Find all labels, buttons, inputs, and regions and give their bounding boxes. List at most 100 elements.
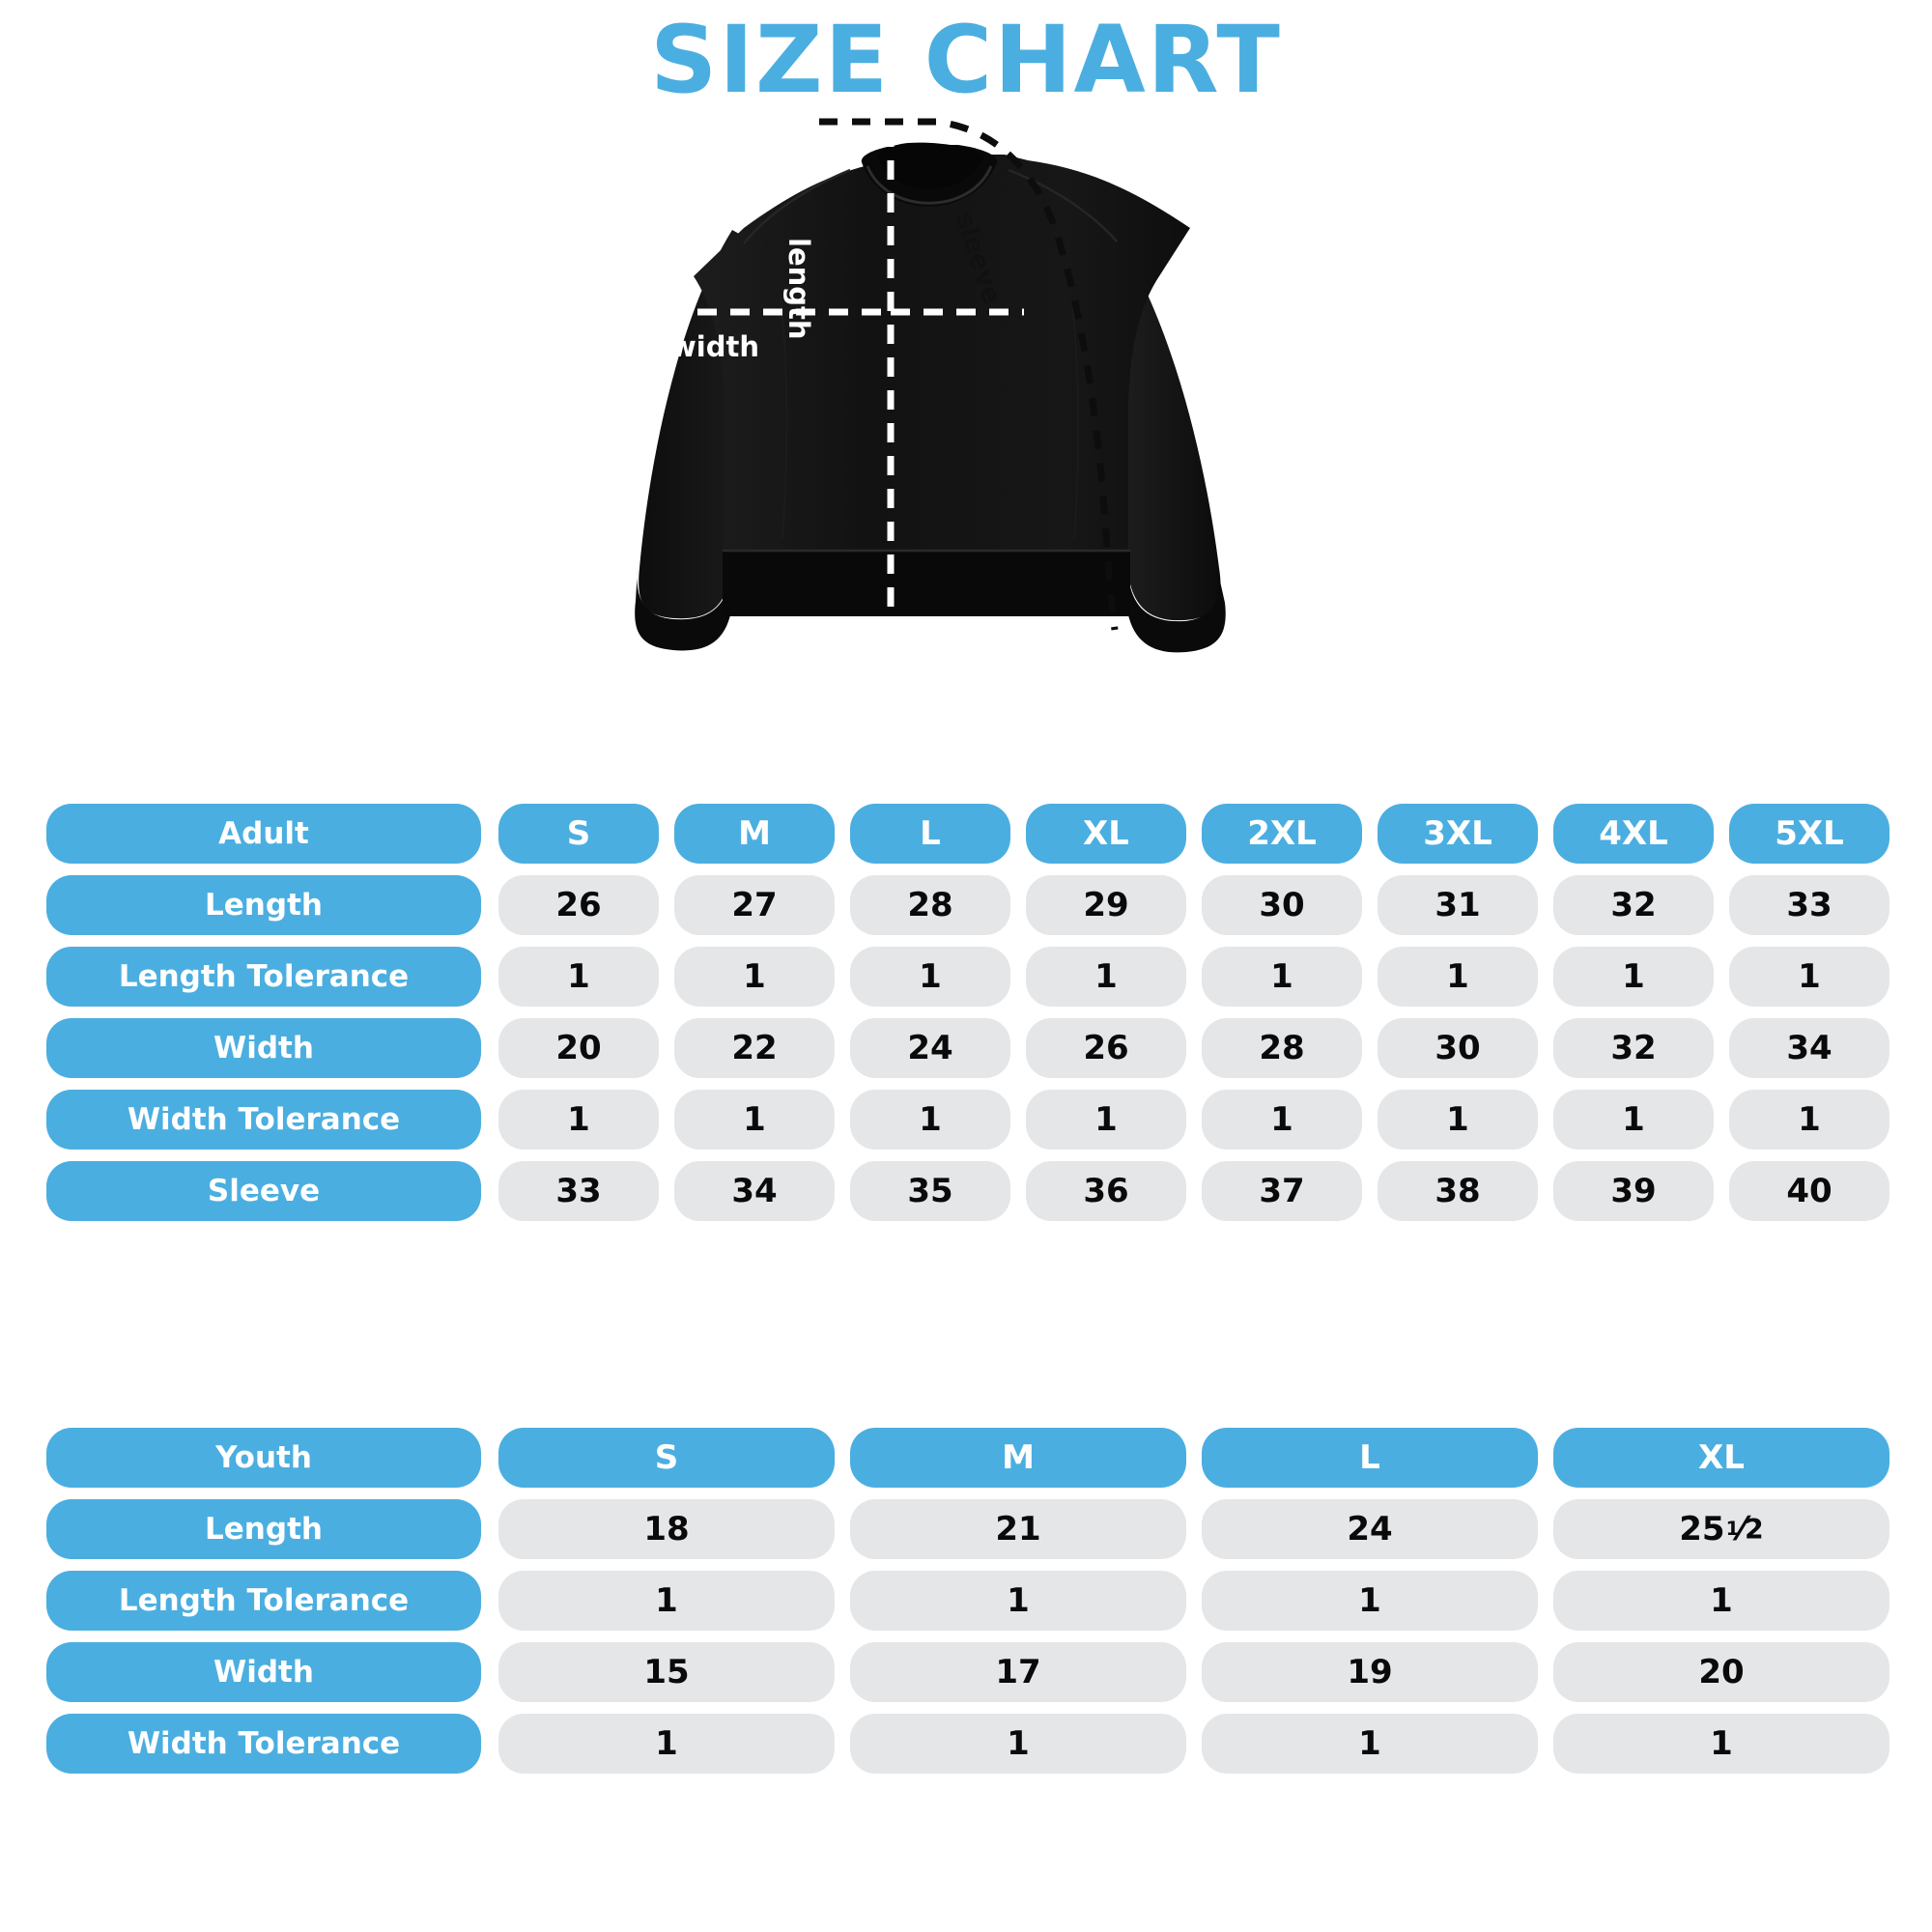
data-cell: 1 <box>674 1090 835 1150</box>
data-cell: 34 <box>1729 1018 1889 1078</box>
data-cell: 28 <box>1202 1018 1362 1078</box>
data-cell: 1 <box>1553 1090 1714 1150</box>
data-cell: 31 <box>1378 875 1538 935</box>
data-cell: 32 <box>1553 875 1714 935</box>
row-label-width: Width <box>46 1642 481 1702</box>
data-cell: 1 <box>850 1714 1186 1774</box>
table-row: Sleeve 33 34 35 36 37 38 39 40 <box>46 1161 1889 1221</box>
row-label-width: Width <box>46 1018 481 1078</box>
fold-1 <box>780 297 788 540</box>
hem-band <box>723 551 1130 616</box>
data-cell: 18 <box>498 1499 835 1559</box>
size-header-5xl: 5XL <box>1729 804 1889 864</box>
data-cell: 21 <box>850 1499 1186 1559</box>
data-cell: 26 <box>498 875 659 935</box>
data-cell: 39 <box>1553 1161 1714 1221</box>
row-label-sleeve: Sleeve <box>46 1161 481 1221</box>
data-cell: 24 <box>850 1018 1010 1078</box>
left-shoulder-seam <box>743 168 851 244</box>
garment-illustration: width length sleeve <box>618 114 1314 790</box>
right-cuff <box>1126 568 1226 653</box>
data-cell: 1 <box>1729 1090 1889 1150</box>
row-label-length: Length <box>46 875 481 935</box>
row-data-cells: 18 21 24 25 1 ⁄ 2 <box>498 1499 1889 1559</box>
data-cell: 15 <box>498 1642 835 1702</box>
sweatshirt-svg <box>632 118 1226 653</box>
row-data-cells: 15 17 19 20 <box>498 1642 1889 1702</box>
data-cell: 1 <box>850 947 1010 1007</box>
data-cell: 22 <box>674 1018 835 1078</box>
data-cell: 19 <box>1202 1642 1538 1702</box>
data-cell: 20 <box>1553 1642 1889 1702</box>
data-cell: 40 <box>1729 1161 1889 1221</box>
data-cell: 33 <box>1729 875 1889 935</box>
table-row: Width Tolerance 1 1 1 1 <box>46 1714 1889 1774</box>
page-title: SIZE CHART <box>650 6 1282 114</box>
row-label-length: Length <box>46 1499 481 1559</box>
size-header-m: M <box>674 804 835 864</box>
data-cell: 36 <box>1026 1161 1186 1221</box>
fold-2 <box>1071 306 1080 540</box>
data-cell: 27 <box>674 875 835 935</box>
table-row: Width Tolerance 1 1 1 1 1 1 1 1 <box>46 1090 1889 1150</box>
row-label-length-tolerance: Length Tolerance <box>46 947 481 1007</box>
length-measurement-label: length <box>782 238 815 340</box>
size-header-cells: S M L XL <box>498 1428 1889 1488</box>
data-cell: 1 <box>1202 1714 1538 1774</box>
row-label-length-tolerance: Length Tolerance <box>46 1571 481 1631</box>
data-cell: 24 <box>1202 1499 1538 1559</box>
row-label-width-tolerance: Width Tolerance <box>46 1714 481 1774</box>
collar-seam <box>866 165 993 205</box>
size-header-cells: S M L XL 2XL 3XL 4XL 5XL <box>498 804 1889 864</box>
data-cell: 28 <box>850 875 1010 935</box>
data-cell: 1 <box>498 947 659 1007</box>
row-data-cells: 26 27 28 29 30 31 32 33 <box>498 875 1889 935</box>
body <box>694 155 1190 612</box>
data-cell: 32 <box>1553 1018 1714 1078</box>
table-row: Width 15 17 19 20 <box>46 1642 1889 1702</box>
table-row: Length Tolerance 1 1 1 1 <box>46 1571 1889 1631</box>
data-cell: 30 <box>1202 875 1362 935</box>
data-cell: 25 1 ⁄ 2 <box>1553 1499 1889 1559</box>
row-data-cells: 33 34 35 36 37 38 39 40 <box>498 1161 1889 1221</box>
size-header-l: L <box>1202 1428 1538 1488</box>
data-cell: 33 <box>498 1161 659 1221</box>
size-header-l: L <box>850 804 1010 864</box>
table-header-row: Adult S M L XL 2XL 3XL 4XL 5XL <box>46 804 1889 864</box>
size-header-3xl: 3XL <box>1378 804 1538 864</box>
data-cell: 1 <box>1553 1571 1889 1631</box>
data-cell: 1 <box>1553 1714 1889 1774</box>
data-cell: 1 <box>1202 947 1362 1007</box>
youth-size-table: Youth S M L XL Length 18 21 24 25 1 ⁄ 2 Length Tolera… <box>46 1428 1889 1774</box>
data-cell: 1 <box>1202 1571 1538 1631</box>
data-cell: 1 <box>1026 1090 1186 1150</box>
size-header-xl: XL <box>1026 804 1186 864</box>
data-cell: 1 <box>1378 1090 1538 1150</box>
size-header-s: S <box>498 804 659 864</box>
data-cell: 30 <box>1378 1018 1538 1078</box>
size-header-s: S <box>498 1428 835 1488</box>
row-label-width-tolerance: Width Tolerance <box>46 1090 481 1150</box>
size-header-4xl: 4XL <box>1553 804 1714 864</box>
size-header-m: M <box>850 1428 1186 1488</box>
data-cell: 38 <box>1378 1161 1538 1221</box>
data-cell: 1 <box>498 1571 835 1631</box>
table-row: Length Tolerance 1 1 1 1 1 1 1 1 <box>46 947 1889 1007</box>
row-data-cells: 20 22 24 26 28 30 32 34 <box>498 1018 1889 1078</box>
table-row: Length 26 27 28 29 30 31 32 33 <box>46 875 1889 935</box>
data-cell: 34 <box>674 1161 835 1221</box>
data-cell: 1 <box>498 1090 659 1150</box>
sleeve-dashed-curve <box>819 118 1119 631</box>
data-cell: 29 <box>1026 875 1186 935</box>
data-cell: 1 <box>498 1714 835 1774</box>
size-header-2xl: 2XL <box>1202 804 1362 864</box>
data-cell: 1 <box>1378 947 1538 1007</box>
left-cuff <box>635 568 732 651</box>
data-cell: 1 <box>1729 947 1889 1007</box>
data-cell: 1 <box>850 1090 1010 1150</box>
group-label-adult: Adult <box>46 804 481 864</box>
right-shoulder-seam <box>1008 168 1118 242</box>
